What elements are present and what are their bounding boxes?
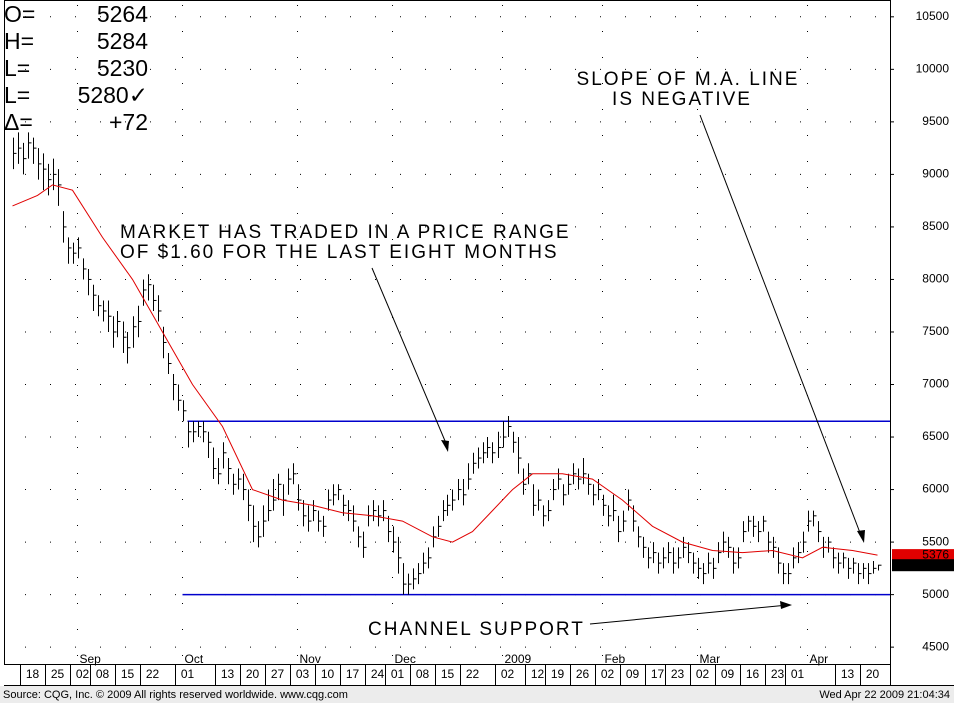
x-tick-label: 22 — [466, 667, 480, 681]
header-value: +72 — [109, 109, 148, 135]
header-value: 5284 — [97, 28, 148, 54]
x-tick-label: 01 — [791, 667, 805, 681]
y-tick-label: 6000 — [922, 482, 949, 496]
x-tick-label: 24 — [371, 667, 385, 681]
x-tick-label: 03 — [296, 667, 310, 681]
x-tick-label: 01 — [391, 667, 405, 681]
last-value-label: 5280 — [922, 557, 949, 571]
month-label: 2009 — [505, 652, 532, 666]
x-tick-label: 02 — [501, 667, 515, 681]
x-tick-label: 23 — [771, 667, 785, 681]
header-name: L= — [4, 55, 30, 81]
annotation: SLOPE OF M.A. LINE — [577, 69, 800, 90]
x-tick-label: 13 — [841, 667, 855, 681]
x-tick-label: 23 — [671, 667, 685, 681]
month-label: Sep — [80, 652, 102, 666]
y-tick-label: 10500 — [916, 9, 950, 23]
annotation: CHANNEL SUPPORT — [368, 619, 585, 640]
x-tick-label: 08 — [416, 667, 430, 681]
header-name: O= — [4, 1, 35, 27]
x-tick-label: 27 — [271, 667, 285, 681]
x-tick-label: 18 — [26, 667, 40, 681]
x-tick-label: 17 — [651, 667, 665, 681]
y-tick-label: 7000 — [922, 377, 949, 391]
x-tick-label: 02 — [76, 667, 90, 681]
footer-timestamp: Wed Apr 22 2009 21:04:34 — [819, 689, 950, 701]
month-label: Dec — [395, 652, 416, 666]
x-tick-label: 02 — [601, 667, 615, 681]
x-tick-label: 15 — [441, 667, 455, 681]
y-tick-label: 5000 — [922, 587, 949, 601]
y-tick-label: 9000 — [922, 167, 949, 181]
y-tick-label: 6500 — [922, 429, 949, 443]
x-tick-label: 26 — [576, 667, 590, 681]
month-label: Feb — [605, 652, 626, 666]
month-label: Mar — [700, 652, 721, 666]
month-label: Oct — [185, 652, 204, 666]
y-tick-label: 4500 — [922, 639, 949, 653]
header-name: Δ= — [4, 109, 33, 135]
annotation: IS NEGATIVE — [612, 89, 752, 110]
y-tick-label: 7500 — [922, 324, 949, 338]
header-value: 5230 — [97, 55, 148, 81]
x-tick-label: 22 — [146, 667, 160, 681]
header-name: L= — [4, 82, 30, 108]
x-tick-label: 16 — [746, 667, 760, 681]
header-value: 5264 — [97, 1, 148, 27]
month-label: Nov — [300, 652, 321, 666]
y-tick-label: 10000 — [916, 62, 950, 76]
x-tick-label: 19 — [551, 667, 565, 681]
x-tick-label: 01 — [181, 667, 195, 681]
x-tick-label: 09 — [626, 667, 640, 681]
x-tick-label: 13 — [221, 667, 235, 681]
x-tick-label: 15 — [121, 667, 135, 681]
month-label: Apr — [810, 652, 829, 666]
annotation: MARKET HAS TRADED IN A PRICE RANGE — [120, 222, 571, 243]
x-tick-label: 09 — [721, 667, 735, 681]
y-tick-label: 5500 — [922, 534, 949, 548]
x-tick-label: 08 — [96, 667, 110, 681]
x-tick-label: 20 — [246, 667, 260, 681]
x-tick-label: 12 — [531, 667, 545, 681]
x-tick-label: 17 — [346, 667, 360, 681]
x-tick-label: 10 — [321, 667, 335, 681]
y-tick-label: 9500 — [922, 114, 949, 128]
y-tick-label: 8000 — [922, 272, 949, 286]
header-name: H= — [4, 28, 34, 54]
footer-source: Source: CQG, Inc. © 2009 All rights rese… — [3, 689, 348, 701]
x-tick-label: 20 — [866, 667, 880, 681]
header-value: 5280✓ — [78, 82, 148, 108]
x-tick-label: 02 — [696, 667, 710, 681]
x-tick-label: 25 — [51, 667, 65, 681]
y-tick-label: 8500 — [922, 219, 949, 233]
annotation: OF $1.60 FOR THE LAST EIGHT MONTHS — [120, 242, 559, 263]
